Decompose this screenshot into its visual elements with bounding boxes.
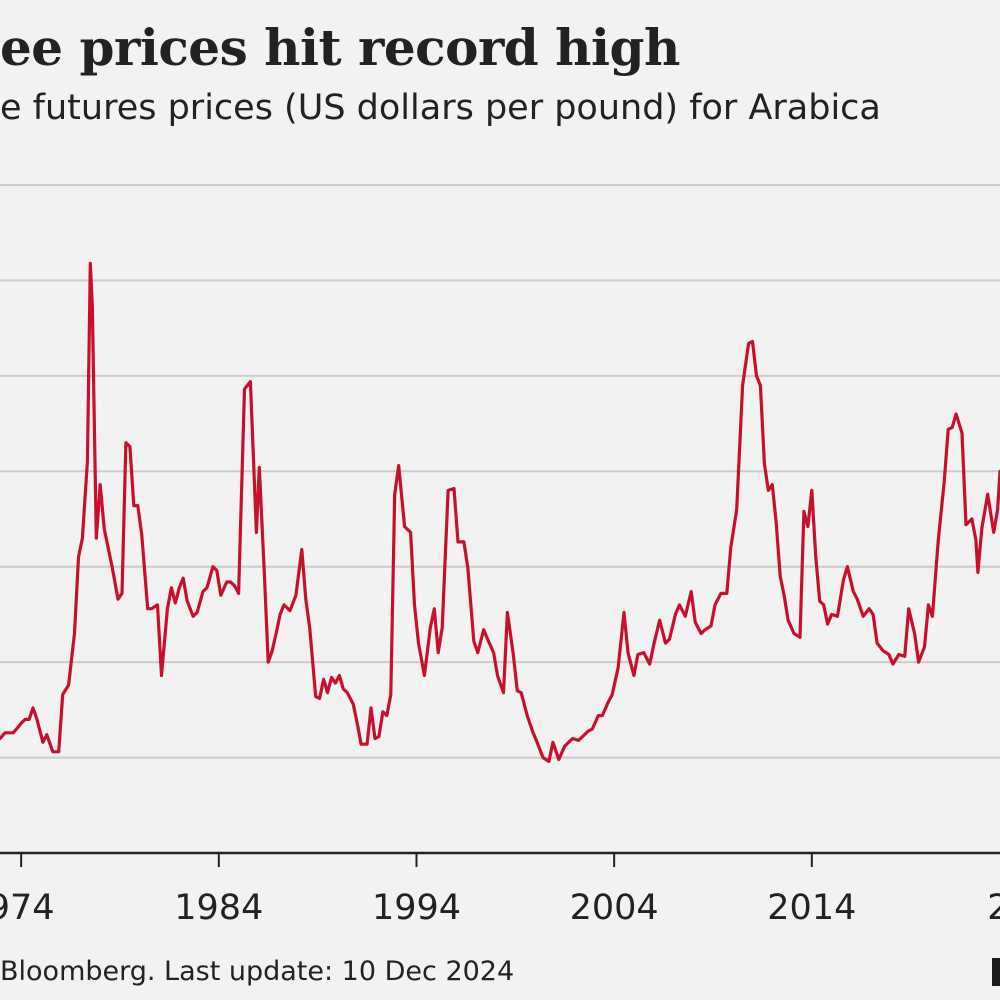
x-tick-label-0: 974 [0, 888, 55, 928]
x-tick-label-2: 1994 [372, 888, 461, 928]
x-tick-label-3: 2004 [570, 888, 659, 928]
coffee-price-chart: 974 1984 1994 2004 2014 20 [0, 184, 1000, 928]
source-note: Bloomberg. Last update: 10 Dec 2024 [0, 956, 515, 987]
x-tick-label-1: 1984 [174, 888, 263, 928]
series-layer [0, 261, 1000, 763]
publisher-logo-block [992, 958, 1000, 986]
chart-subtitle: e futures prices (US dollars per pound) … [0, 88, 881, 128]
gridlines [0, 184, 1000, 759]
x-tick-label-4: 2014 [767, 888, 856, 928]
x-axis: 974 1984 1994 2004 2014 20 [0, 851, 1000, 928]
x-tick-label-5: 20 [987, 888, 1000, 928]
series-line-0 [0, 261, 1000, 763]
chart-title: ee prices hit record high [0, 18, 680, 77]
